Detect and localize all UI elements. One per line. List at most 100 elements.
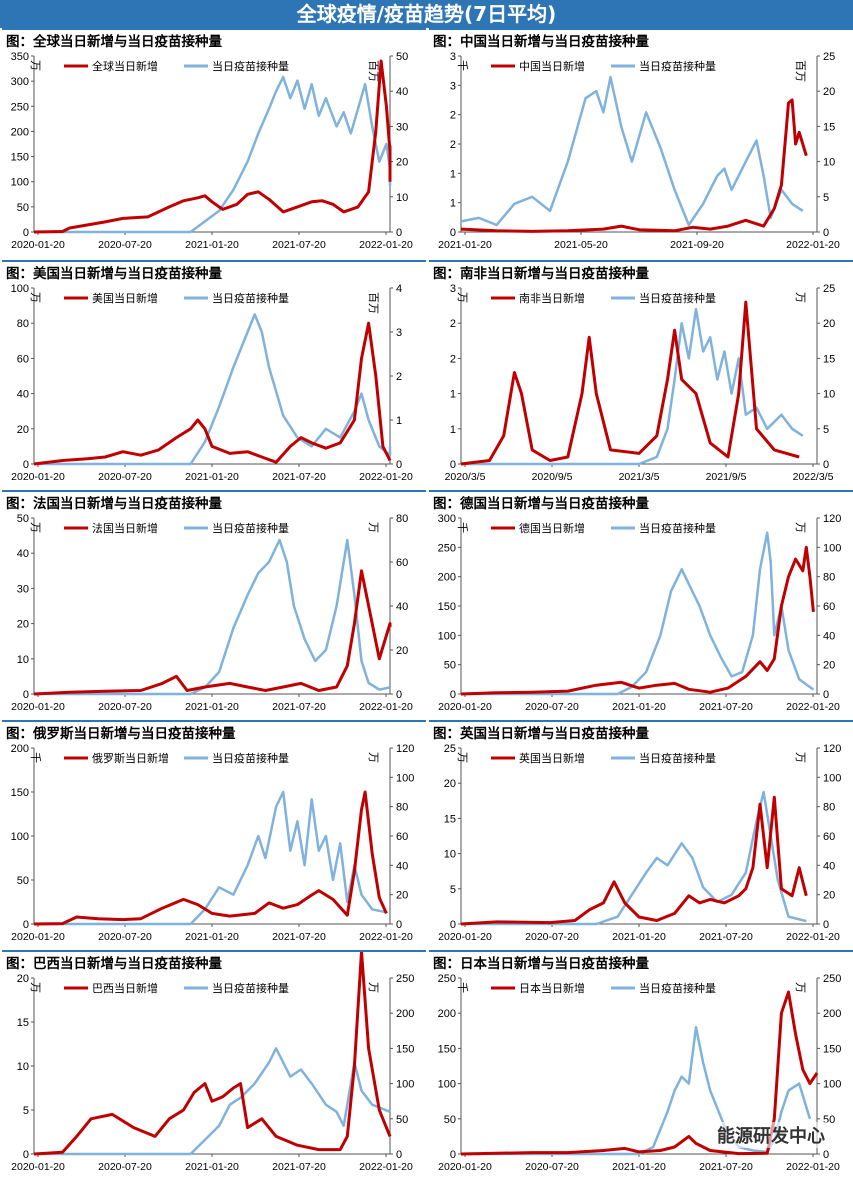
y-tick-label-left: 50 <box>17 202 29 214</box>
y-tick-label-right: 25 <box>823 51 835 63</box>
left-unit-label: 万 <box>29 522 42 533</box>
y-tick-label-right: 0 <box>823 689 829 701</box>
chart-panel: 0 20 40 60 80 100 0 1 2 3 4 2020-01-20 2020-07-20 202… <box>2 260 426 490</box>
y-tick-label-right: 250 <box>396 973 414 985</box>
y-tick-label-left: 80 <box>17 318 29 330</box>
legend-label: 当日疫苗接种量 <box>639 291 716 305</box>
y-tick-label-left: 0 <box>23 689 29 701</box>
y-tick-label-left: 100 <box>438 630 456 642</box>
chart-title: 图：巴西当日新增与当日疫苗接种量 <box>6 956 222 972</box>
y-tick-label-right: 120 <box>823 513 841 525</box>
left-unit-label: 万 <box>29 60 42 71</box>
legend-label: 俄罗斯当日新增 <box>92 751 169 765</box>
legend-label: 当日疫苗接种量 <box>639 521 716 535</box>
chart-panel: 0 1 1 2 2 3 0 5 10 15 20 25 2020/3/5 2020/9/5 2021/3/5… <box>429 260 853 490</box>
x-tick-label: 2021-07-20 <box>272 701 326 713</box>
series-line <box>460 545 815 696</box>
y-tick-label-right: 0 <box>396 689 402 701</box>
chart-panel: 0 50 100 150 200 250 300 350 0 10 20 30 40 50 2020-01-… <box>2 28 426 258</box>
x-tick-label: 2021-07-20 <box>272 471 326 483</box>
y-tick-label-left: 100 <box>438 1079 456 1091</box>
y-tick-label-right: 80 <box>823 802 835 814</box>
x-tick-label: 2021-05-20 <box>554 239 608 251</box>
left-unit-label: 千 <box>29 752 42 763</box>
x-tick-label: 2020-01-20 <box>11 931 65 943</box>
x-tick-label: 2022-01-20 <box>786 931 840 943</box>
x-tick-label: 2021-01-20 <box>185 471 239 483</box>
y-tick-label-left: 10 <box>17 654 29 666</box>
x-tick-label: 2021-01-20 <box>185 239 239 251</box>
legend-label: 英国当日新增 <box>519 751 585 765</box>
right-unit-label: 万 <box>367 752 380 763</box>
y-tick-label-right: 0 <box>823 227 829 239</box>
y-tick-label-right: 2 <box>396 371 402 383</box>
y-tick-label-right: 60 <box>396 831 408 843</box>
y-tick-label-right: 40 <box>823 860 835 872</box>
x-tick-label: 2020-07-20 <box>98 471 152 483</box>
left-unit-label: 万 <box>456 292 469 303</box>
y-tick-label-left: 0 <box>450 689 456 701</box>
x-tick-label: 2022-01-20 <box>359 1161 413 1173</box>
series-line <box>34 75 392 234</box>
y-tick-label-left: 0 <box>450 227 456 239</box>
chart-title: 图：南非当日新增与当日疫苗接种量 <box>433 266 649 282</box>
legend-label: 当日疫苗接种量 <box>639 751 716 765</box>
y-tick-label-left: 1 <box>450 198 456 210</box>
x-tick-label: 2021/3/5 <box>619 471 660 483</box>
chart-title: 图：中国当日新增与当日疫苗接种量 <box>433 34 649 50</box>
y-tick-label-right: 0 <box>396 459 402 471</box>
chart-svg: 0 1 1 2 2 3 0 5 10 15 20 25 2020/3/5 2020/9/5 2021/3/5… <box>445 283 836 483</box>
series-line <box>461 1026 812 1156</box>
y-tick-label-left: 150 <box>11 152 29 164</box>
right-unit-label: 万 <box>794 982 807 993</box>
x-tick-label: 2020-07-20 <box>98 239 152 251</box>
series-line <box>33 790 388 926</box>
y-tick-label-right: 100 <box>396 772 414 784</box>
y-tick-label-left: 0 <box>23 919 29 931</box>
x-tick-label: 2020-07-20 <box>525 701 579 713</box>
x-tick-label: 2021-01-20 <box>612 1161 666 1173</box>
series-line <box>460 300 800 466</box>
chart-svg: 0 20 40 60 80 100 0 1 2 3 4 2020-01-20 2020-07-20 202… <box>11 283 413 483</box>
x-tick-label: 2020-01-20 <box>438 1161 492 1173</box>
y-tick-label-right: 0 <box>396 919 402 931</box>
y-tick-label-right: 40 <box>396 86 408 98</box>
watermark: 能源研发中心 <box>713 1122 829 1148</box>
y-tick-label-right: 20 <box>396 157 408 169</box>
x-tick-label: 2022-01-20 <box>359 701 413 713</box>
right-unit-label: 万 <box>367 522 380 533</box>
x-tick-label: 2020-01-20 <box>438 931 492 943</box>
x-tick-label: 2022-01-20 <box>359 239 413 251</box>
x-tick-label: 2022-01-20 <box>786 701 840 713</box>
y-tick-label-left: 150 <box>11 787 29 799</box>
y-tick-label-right: 100 <box>823 542 841 554</box>
left-unit-label: 千 <box>456 522 469 533</box>
y-tick-label-left: 1 <box>450 424 456 436</box>
y-tick-label-left: 30 <box>17 583 29 595</box>
left-unit-label: 千 <box>456 60 469 71</box>
y-tick-label-right: 0 <box>823 459 829 471</box>
y-tick-label-right: 3 <box>396 327 402 339</box>
y-tick-label-right: 10 <box>823 389 835 401</box>
y-tick-label-right: 20 <box>823 318 835 330</box>
legend-label: 当日疫苗接种量 <box>212 981 289 995</box>
y-tick-label-left: 60 <box>17 353 29 365</box>
legend-label: 美国当日新增 <box>92 291 158 305</box>
right-unit-label: 百万 <box>794 60 807 82</box>
y-tick-label-left: 3 <box>450 51 456 63</box>
legend-label: 全球当日新增 <box>92 59 158 73</box>
right-unit-label: 百万 <box>367 292 380 314</box>
y-tick-label-left: 2 <box>450 353 456 365</box>
legend-label: 当日疫苗接种量 <box>639 59 716 73</box>
y-tick-label-left: 0 <box>23 1149 29 1161</box>
right-unit-label: 万 <box>794 752 807 763</box>
y-tick-label-right: 30 <box>396 121 408 133</box>
series-line <box>34 538 391 696</box>
y-tick-label-left: 2 <box>450 318 456 330</box>
legend-label: 日本当日新增 <box>519 981 585 995</box>
chart-svg: 0 10 20 30 40 50 0 20 40 60 80 2020-01-20 2020-07-20… <box>11 513 413 713</box>
y-tick-label-left: 25 <box>444 743 456 755</box>
y-tick-label-left: 40 <box>17 548 29 560</box>
x-tick-label: 2022-01-20 <box>786 239 840 251</box>
x-tick-label: 2021/9/5 <box>706 471 747 483</box>
